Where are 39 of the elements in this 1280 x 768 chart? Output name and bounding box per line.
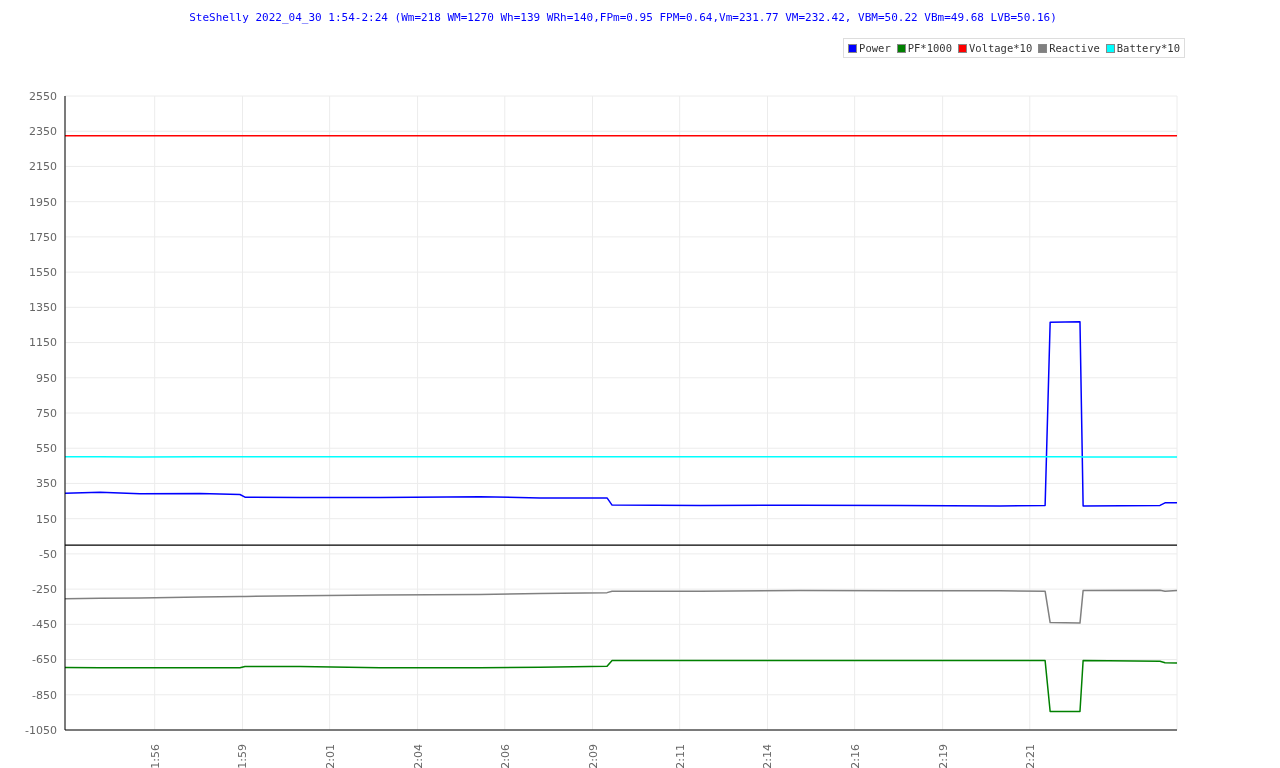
y-tick-label: -650: [32, 653, 57, 667]
y-tick-label: 1550: [29, 266, 57, 280]
y-tick-label: 550: [36, 442, 57, 456]
y-tick-label: 950: [36, 371, 57, 385]
x-tick-label: 2:14: [761, 744, 775, 768]
y-tick-label: -850: [32, 688, 57, 702]
x-tick-label: 2:11: [673, 744, 687, 768]
legend-label: Battery*10: [1116, 42, 1180, 54]
y-tick-label: 1750: [29, 230, 57, 244]
y-tick-label: -250: [32, 583, 57, 597]
legend-label: PF*1000: [907, 42, 952, 54]
x-tick-label: 2:04: [411, 744, 425, 768]
x-tick-label: 1:59: [236, 744, 250, 768]
legend-label: Reactive: [1049, 42, 1100, 54]
y-tick-label: -50: [39, 547, 57, 561]
x-tick-label: 1:56: [148, 744, 162, 768]
chart-title: SteShelly 2022_04_30 1:54-2:24 (Wm=218 WM=1270 Wh=139 WRh=140,FPm=0.95 FPM=0.64,Vm=231.77 VM=232.42, VBM=50.22 VBm=49.68 LVB=50.16): [188, 11, 1058, 24]
y-tick-label: 1950: [29, 195, 57, 209]
y-tick-label: 350: [36, 477, 57, 491]
y-tick-label: -1050: [25, 723, 57, 737]
y-tick-label: 2350: [29, 125, 57, 139]
line-series: [65, 659, 1177, 713]
x-tick-label: 2:06: [498, 744, 512, 768]
x-tick-label: 2:21: [1023, 744, 1037, 768]
y-tick-label: 1150: [29, 336, 57, 350]
x-tick-label: 2:19: [936, 744, 950, 768]
y-tick-label: 750: [36, 406, 57, 420]
line-series: [65, 589, 1177, 624]
y-tick-label: 1350: [29, 301, 57, 315]
y-tick-label: 150: [36, 512, 57, 526]
legend-label: Power: [859, 42, 891, 54]
line-series: [65, 321, 1177, 507]
x-tick-label: 2:09: [586, 744, 600, 768]
legend-label: Voltage*10: [968, 42, 1033, 54]
y-tick-label: 2550: [29, 89, 57, 103]
x-tick-label: 2:16: [848, 744, 862, 768]
y-tick-label: -450: [32, 618, 57, 632]
x-tick-label: 2:01: [323, 744, 337, 768]
y-tick-label: 2150: [29, 160, 57, 174]
